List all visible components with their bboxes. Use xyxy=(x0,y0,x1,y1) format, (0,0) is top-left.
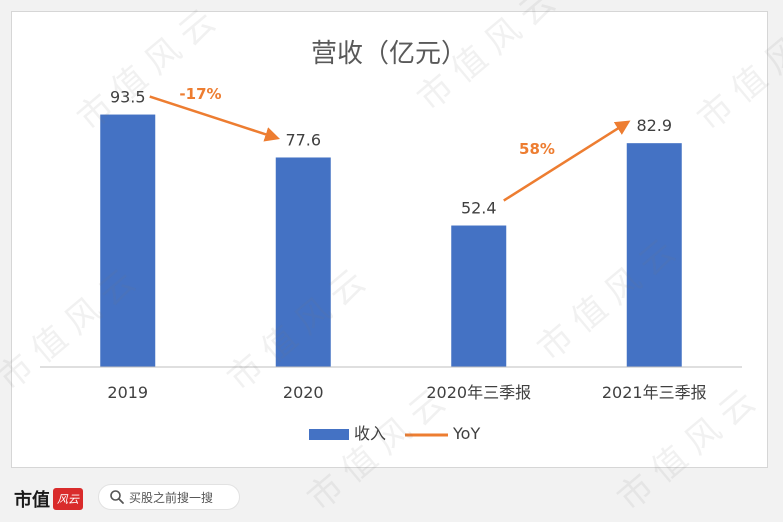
revenue-chart: 营收（亿元） 93.5 2019 77.6 2020 52.4 2020年三季报 82.9 20… xyxy=(40,39,742,443)
legend-label-revenue: 收入 xyxy=(354,424,386,443)
yoy-label: 58% xyxy=(519,140,555,158)
chart-title: 营收（亿元） xyxy=(311,39,467,69)
bar-2020年三季报 xyxy=(451,225,507,367)
legend-swatch-revenue xyxy=(309,429,349,440)
bar-2021年三季报 xyxy=(626,143,682,367)
yoy-arrow xyxy=(149,95,281,142)
footer: 市值 风云 买股之前搜一搜 xyxy=(0,478,783,522)
brand-name: 市值 xyxy=(14,490,50,511)
bar-2019 xyxy=(100,114,156,367)
x-tick-label: 2020 xyxy=(283,383,324,402)
search-icon xyxy=(110,490,124,504)
bar-value-label: 52.4 xyxy=(461,199,497,218)
bar-value-label: 82.9 xyxy=(636,116,672,135)
search-placeholder: 买股之前搜一搜 xyxy=(129,490,214,505)
chart-card: 营收（亿元） 93.5 2019 77.6 2020 52.4 2020年三季报 82.9 20… xyxy=(11,11,768,468)
legend-label-yoy: YoY xyxy=(452,424,480,443)
bar-2020 xyxy=(275,157,331,367)
yoy-arrow xyxy=(503,120,631,202)
x-tick-label: 2020年三季报 xyxy=(426,383,531,402)
brand-logo[interactable]: 市值 风云 xyxy=(14,486,83,512)
x-tick-label: 2021年三季报 xyxy=(602,383,707,402)
x-tick-label: 2019 xyxy=(107,383,148,402)
bar-value-label: 77.6 xyxy=(285,130,321,149)
brand-badge: 风云 xyxy=(53,488,83,510)
yoy-label: -17% xyxy=(179,85,221,103)
bar-value-label: 93.5 xyxy=(110,88,146,107)
search-box[interactable]: 买股之前搜一搜 xyxy=(98,484,240,510)
